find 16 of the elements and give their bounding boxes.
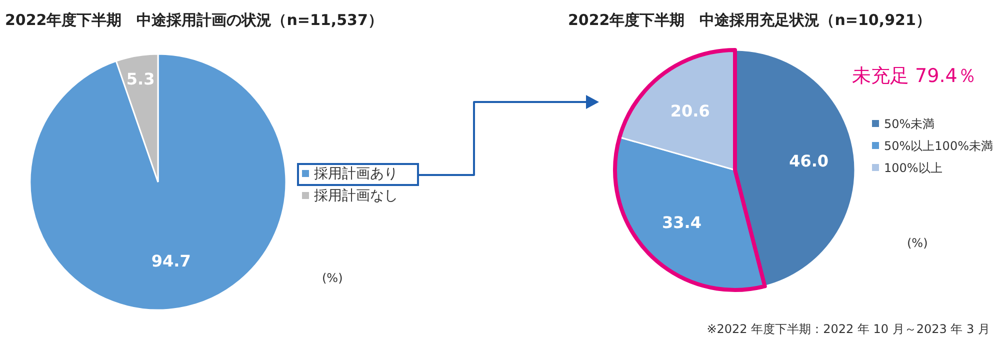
text: ※2022 年度下半期：2022 年 10 月～2023 年 3 月 — [706, 322, 990, 336]
data-label: 20.6 — [670, 102, 710, 121]
text: (%) — [907, 236, 928, 250]
legend-label: 採用計画あり — [314, 166, 398, 182]
text: 未充足 79.4％ — [852, 65, 976, 87]
chart-title: 2022年度下半期 中途採用計画の状況（n=11,537） — [5, 11, 383, 29]
data-label: 94.7 — [151, 251, 191, 270]
legend-label: 50%以上100%未満 — [884, 139, 993, 153]
data-label: 33.4 — [662, 212, 702, 232]
legend-label: 50%未満 — [884, 117, 935, 131]
chart-title: 2022年度下半期 中途採用充足状況（n=10,921） — [568, 11, 931, 29]
text: (%) — [322, 271, 343, 285]
legend-label: 採用計画なし — [314, 188, 398, 204]
legend-label: 100%以上 — [884, 161, 942, 175]
data-label: 46.0 — [789, 152, 829, 171]
data-label: 5.3 — [126, 69, 155, 88]
